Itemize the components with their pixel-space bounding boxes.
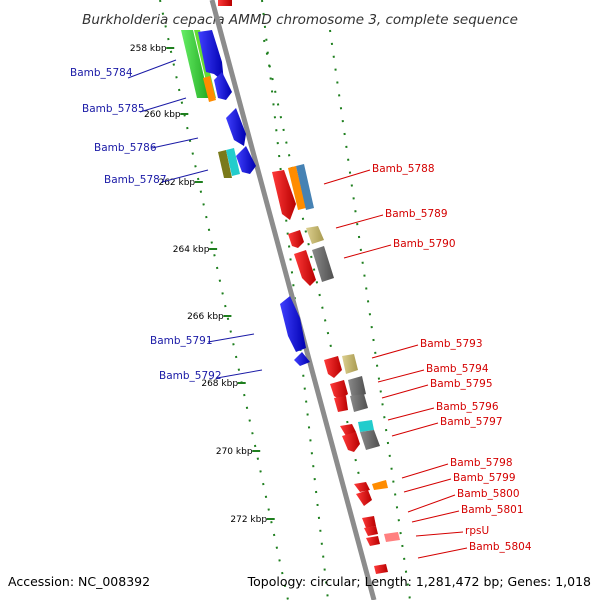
gene-feature-bamb5787 bbox=[236, 146, 256, 174]
gene-feature-bamb5800 bbox=[362, 516, 376, 528]
gene-label-right: Bamb_5801 bbox=[461, 504, 524, 516]
gene-feature-bamb5796 bbox=[340, 424, 356, 436]
leader-line bbox=[391, 422, 439, 437]
gene-feature-bamb5797 bbox=[342, 432, 360, 452]
gene-label-right: Bamb_5789 bbox=[385, 208, 448, 220]
right-features bbox=[272, 164, 400, 574]
leader-line bbox=[407, 494, 456, 513]
gene-feature-bamb5786 bbox=[226, 108, 246, 146]
gene-feature-bamb5792 bbox=[294, 352, 310, 366]
tick-label: 262 kbp bbox=[158, 178, 195, 188]
leader-line bbox=[323, 169, 371, 185]
gene-label-left: Bamb_5786 bbox=[94, 142, 157, 154]
gc-feature-steel bbox=[296, 164, 314, 210]
leader-line bbox=[207, 333, 255, 343]
gene-feature-bamb5793 bbox=[324, 356, 342, 378]
gene-feature-bamb5801 bbox=[364, 526, 378, 536]
gene-label-right: Bamb_5788 bbox=[372, 163, 435, 175]
gc-feature-cyan bbox=[226, 148, 240, 176]
gc-feature-orange2 bbox=[288, 166, 306, 210]
leader-line bbox=[377, 369, 425, 383]
gene-label-right: Bamb_5798 bbox=[450, 457, 513, 469]
leader-line bbox=[381, 384, 429, 399]
gene-label-right: Bamb_5804 bbox=[469, 541, 532, 553]
gene-label-right: Bamb_5790 bbox=[393, 238, 456, 250]
gene-feature-bamb5798 bbox=[354, 482, 370, 492]
gene-label-left: Bamb_5784 bbox=[70, 67, 133, 79]
gene-feature-bamb5804 bbox=[374, 564, 388, 574]
gene-feature-rpsU bbox=[366, 536, 380, 546]
gene-label-right: Bamb_5800 bbox=[457, 488, 520, 500]
topology-text: Topology: circular; Length: 1,281,472 bp… bbox=[247, 574, 591, 589]
tick-labels: 258 kbp 260 kbp 262 kbp 264 kbp 266 kbp 268 k… bbox=[130, 44, 267, 525]
gene-label-right: Bamb_5796 bbox=[436, 401, 499, 413]
gene-label-right: Bamb_5795 bbox=[430, 378, 493, 390]
tick-label: 264 kbp bbox=[173, 245, 210, 255]
gene-feature-bamb5788 bbox=[272, 170, 296, 220]
gc-feature-orange1 bbox=[203, 76, 216, 102]
gc-feature-khaki2 bbox=[342, 354, 358, 374]
gene-label-left: Bamb_5791 bbox=[150, 335, 213, 347]
left-gene-labels: Bamb_5784 Bamb_5785 Bamb_5786 Bamb_5787 Bamb… bbox=[70, 59, 263, 382]
tick-label: 260 kbp bbox=[144, 110, 181, 120]
gc-feature-grey2 bbox=[348, 376, 366, 398]
gc-feature-olive bbox=[218, 150, 232, 178]
tick-label: 268 kbp bbox=[201, 379, 238, 389]
leader-line bbox=[343, 244, 392, 259]
gene-label-right: Bamb_5797 bbox=[440, 416, 503, 428]
leader-line bbox=[335, 214, 384, 229]
gc-feature-grey3 bbox=[350, 394, 368, 412]
leader-line bbox=[127, 59, 177, 79]
gene-feature-bamb5791 bbox=[280, 296, 306, 352]
gene-label-right: rpsU bbox=[465, 525, 489, 537]
tick-marks bbox=[166, 47, 275, 520]
accession-text: Accession: NC_008392 bbox=[8, 574, 150, 589]
leader-line bbox=[139, 97, 187, 113]
tick-label: 258 kbp bbox=[130, 44, 167, 54]
chromosome-backbone bbox=[209, 0, 377, 600]
right-gene-labels: Bamb_5788 Bamb_5789 Bamb_5790 Bamb_5793 Bamb… bbox=[323, 163, 532, 559]
gc-feature-khaki1 bbox=[306, 226, 324, 244]
gene-label-left: Bamb_5792 bbox=[159, 370, 222, 382]
gene-label-right: Bamb_5799 bbox=[453, 472, 516, 484]
gene-feature-bamb5794 bbox=[330, 380, 348, 400]
tick-label: 266 kbp bbox=[187, 312, 224, 322]
gc-feature-green bbox=[181, 30, 209, 98]
gene-feature-partial bbox=[218, 0, 232, 6]
gene-feature-bamb5799 bbox=[356, 490, 372, 506]
leader-line bbox=[151, 137, 199, 149]
gene-feature-bamb5785 bbox=[214, 72, 232, 100]
leader-line bbox=[371, 344, 419, 359]
gc-feature-grey1 bbox=[312, 246, 334, 282]
gene-feature-bamb5789 bbox=[288, 230, 304, 248]
rna-feature-pink bbox=[384, 532, 400, 542]
inner-right-guide bbox=[263, 39, 361, 481]
gene-label-right: Bamb_5794 bbox=[426, 363, 489, 375]
tick-label: 270 kbp bbox=[216, 447, 253, 457]
gene-feature-bamb5790 bbox=[294, 250, 316, 286]
gc-feature-cyan2 bbox=[358, 420, 374, 432]
leader-line bbox=[403, 478, 452, 493]
leader-line bbox=[216, 369, 263, 379]
gc-feature-grey4 bbox=[360, 430, 380, 450]
leader-line bbox=[415, 531, 464, 537]
gene-label-right: Bamb_5793 bbox=[420, 338, 483, 350]
left-features bbox=[181, 0, 310, 366]
leader-line bbox=[387, 407, 435, 421]
gc-feature-orange3 bbox=[372, 480, 388, 490]
gene-label-left: Bamb_5787 bbox=[104, 174, 167, 186]
gene-feature-bamb5784 bbox=[198, 30, 224, 82]
leader-line bbox=[417, 547, 468, 559]
leader-line bbox=[411, 510, 460, 523]
outer-right-guide bbox=[329, 29, 411, 600]
map-title: Burkholderia cepacia AMMD chromosome 3, … bbox=[82, 12, 518, 28]
leader-line bbox=[161, 169, 209, 183]
leader-line bbox=[401, 463, 449, 479]
gc-ring-guides bbox=[159, 0, 411, 600]
tick-label: 272 kbp bbox=[230, 515, 267, 525]
gene-label-left: Bamb_5785 bbox=[82, 103, 145, 115]
gene-feature-bamb5795 bbox=[334, 396, 348, 412]
